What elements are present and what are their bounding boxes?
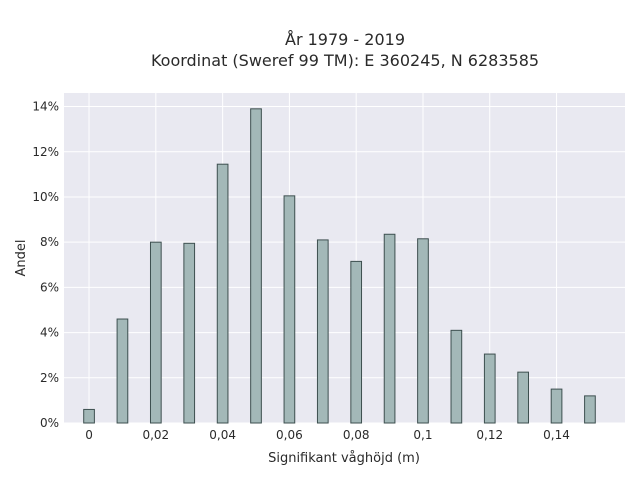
y-axis-ticks: 0% 2% 4% 6% 8% 10% 12% 14% [32, 100, 59, 430]
x-axis-ticks: 0 0,02 0,04 0,06 0,08 0,1 0,12 0,14 [85, 428, 570, 442]
histogram-bar [550, 388, 563, 424]
histogram-bar [584, 395, 596, 424]
histogram-bar [417, 238, 429, 424]
histogram-bar [216, 163, 229, 424]
histogram-bar [316, 239, 329, 424]
y-tick-label: 12% [32, 145, 59, 159]
x-tick-label: 0,02 [142, 428, 169, 442]
x-axis-label: Signifikant våghöjd (m) [268, 451, 420, 466]
bars [83, 108, 596, 424]
histogram-bar [250, 108, 262, 424]
x-tick-label: 0 [85, 428, 93, 442]
x-tick-label: 0,14 [543, 428, 570, 442]
x-tick-label: 0,08 [343, 428, 370, 442]
x-tick-label: 0,1 [413, 428, 432, 442]
chart-title-line2: Koordinat (Sweref 99 TM): E 360245, N 62… [151, 51, 539, 70]
histogram-bar [283, 195, 296, 424]
x-tick-label: 0,06 [276, 428, 303, 442]
histogram-bar [183, 242, 196, 424]
y-axis-label: Andel [14, 240, 29, 277]
histogram-bar [517, 371, 529, 424]
x-tick-label: 0,04 [209, 428, 236, 442]
histogram-bar [149, 241, 162, 424]
y-tick-label: 6% [40, 280, 59, 294]
chart-title-line1: År 1979 - 2019 [285, 30, 405, 49]
y-tick-label: 14% [32, 100, 59, 114]
plot-area [64, 93, 625, 423]
x-tick-label: 0,12 [476, 428, 503, 442]
histogram-bar [350, 260, 363, 424]
y-tick-label: 2% [40, 371, 59, 385]
histogram-bar [83, 408, 95, 424]
y-tick-label: 0% [40, 416, 59, 430]
y-tick-label: 8% [40, 235, 59, 249]
histogram-bar [483, 353, 496, 424]
y-tick-label: 4% [40, 326, 59, 340]
histogram-bar [116, 318, 129, 424]
histogram-bar [450, 329, 463, 424]
y-tick-label: 10% [32, 190, 59, 204]
histogram-bar [383, 233, 396, 424]
